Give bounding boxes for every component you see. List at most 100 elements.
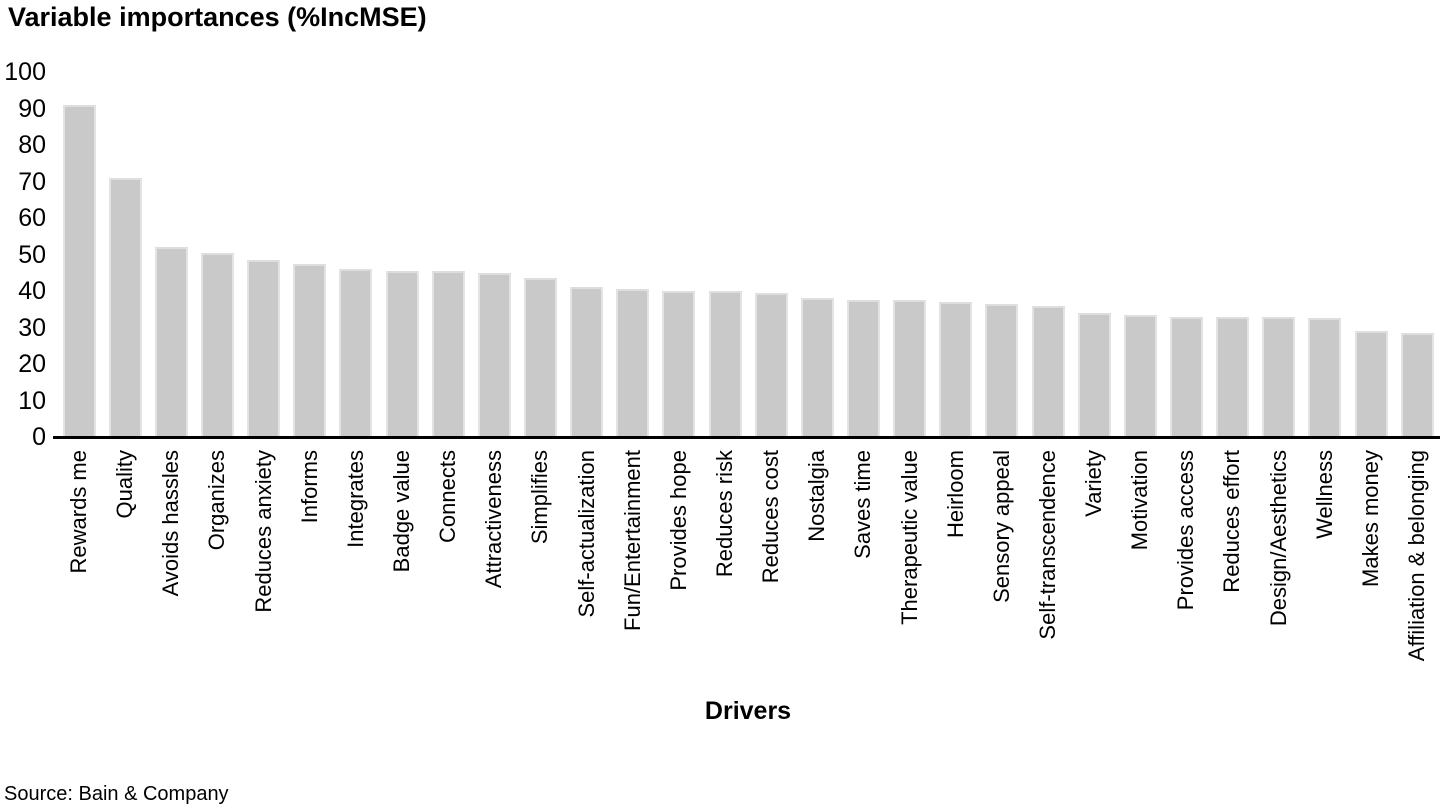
x-tick-cell: Reduces risk [702, 450, 748, 692]
x-tick-label: Reduces anxiety [250, 450, 276, 613]
chart-title: Variable importances (%IncMSE) [8, 2, 427, 32]
bar [1400, 332, 1434, 437]
x-tick-cell: Heirloom [933, 450, 979, 692]
bar-column [333, 72, 379, 437]
bar-column [840, 72, 886, 437]
x-tick-label: Informs [296, 450, 322, 524]
x-tick-label: Motivation [1127, 450, 1153, 551]
bar-column [287, 72, 333, 437]
x-tick-label: Self-actualization [573, 450, 599, 618]
bar [523, 278, 557, 437]
y-tick-label: 70 [18, 167, 46, 196]
x-tick-label: Sensory appeal [988, 450, 1014, 603]
bar [385, 270, 419, 437]
bar [1077, 312, 1111, 437]
x-tick-label: Heirloom [942, 450, 968, 539]
bar [62, 104, 96, 437]
x-tick-label: Variety [1081, 450, 1107, 517]
bar-column [1394, 72, 1440, 437]
y-tick-label: 80 [18, 131, 46, 159]
x-tick-label: Self-transcendence [1034, 450, 1060, 640]
x-tick-label: Wellness [1311, 450, 1337, 539]
bar-column [1025, 72, 1071, 437]
bar [616, 289, 650, 437]
bar-column [1071, 72, 1117, 437]
x-tick-cell: Self-transcendence [1025, 450, 1071, 692]
x-tick-label: Saves time [850, 450, 876, 559]
x-tick-cell: Simplifies [517, 450, 563, 692]
x-axis-labels: Rewards me Quality Avoids hassles Organizes… [56, 450, 1440, 692]
bar-column [887, 72, 933, 437]
bar [1308, 318, 1342, 437]
bar-column [194, 72, 240, 437]
bar-column [979, 72, 1025, 437]
bar-column [102, 72, 148, 437]
y-tick-label: 0 [32, 423, 46, 451]
x-tick-label: Attractiveness [481, 450, 507, 589]
bar-column [379, 72, 425, 437]
x-tick-cell: Affiliation & belonging [1394, 450, 1440, 692]
bar [570, 287, 604, 437]
x-tick-cell: Motivation [1117, 450, 1163, 692]
bar-column [656, 72, 702, 437]
bar-column [1117, 72, 1163, 437]
x-tick-cell: Integrates [333, 450, 379, 692]
bar [800, 298, 834, 437]
bar [708, 291, 742, 437]
y-tick-label: 100 [4, 58, 46, 86]
bar-column [1302, 72, 1348, 437]
y-tick-label: 30 [18, 313, 46, 342]
x-tick-cell: Provides hope [656, 450, 702, 692]
x-tick-label: Avoids hassles [158, 450, 184, 597]
x-tick-cell: Wellness [1302, 450, 1348, 692]
x-tick-cell: Therapeutic value [887, 450, 933, 692]
x-tick-label: Organizes [204, 450, 230, 551]
bar [1123, 314, 1157, 437]
bar-column [748, 72, 794, 437]
x-tick-label: Reduces risk [711, 450, 737, 578]
bar-column [241, 72, 287, 437]
x-tick-label: Connects [435, 450, 461, 543]
y-tick-label: 20 [18, 350, 46, 378]
bar-column [610, 72, 656, 437]
x-tick-cell: Rewards me [56, 450, 102, 692]
x-tick-label: Design/Aesthetics [1265, 450, 1291, 627]
x-axis-title: Drivers [704, 697, 792, 725]
x-tick-label: Quality [112, 450, 138, 519]
x-tick-cell: Reduces anxiety [241, 450, 287, 692]
bar [108, 177, 142, 437]
y-axis: 0 10 20 30 40 50 60 70 80 90 100 [0, 0, 46, 810]
bar-column [471, 72, 517, 437]
bar [754, 292, 788, 437]
x-tick-label: Therapeutic value [896, 450, 922, 625]
x-tick-cell: Design/Aesthetics [1256, 450, 1302, 692]
bar-column [564, 72, 610, 437]
y-tick-label: 60 [18, 204, 46, 232]
bar-column [702, 72, 748, 437]
plot-area [56, 72, 1440, 437]
bar [1169, 316, 1203, 437]
bar-column [1348, 72, 1394, 437]
x-tick-cell: Nostalgia [794, 450, 840, 692]
x-tick-cell: Reduces cost [748, 450, 794, 692]
bar [985, 303, 1019, 437]
x-tick-cell: Makes money [1348, 450, 1394, 692]
bar [662, 291, 696, 437]
bar [431, 270, 465, 437]
bar [200, 252, 234, 437]
bar-column [1256, 72, 1302, 437]
y-tick-label: 50 [18, 240, 46, 269]
x-tick-label: Integrates [342, 450, 368, 548]
bar-column [933, 72, 979, 437]
bar [477, 272, 511, 437]
bar [893, 300, 927, 437]
y-tick-label: 90 [18, 94, 46, 123]
bar [846, 300, 880, 437]
x-tick-cell: Variety [1071, 450, 1117, 692]
x-tick-label: Reduces effort [1219, 450, 1245, 593]
x-tick-cell: Connects [425, 450, 471, 692]
y-tick-label: 10 [18, 386, 46, 415]
x-tick-cell: Saves time [840, 450, 886, 692]
x-tick-label: Rewards me [65, 450, 91, 574]
